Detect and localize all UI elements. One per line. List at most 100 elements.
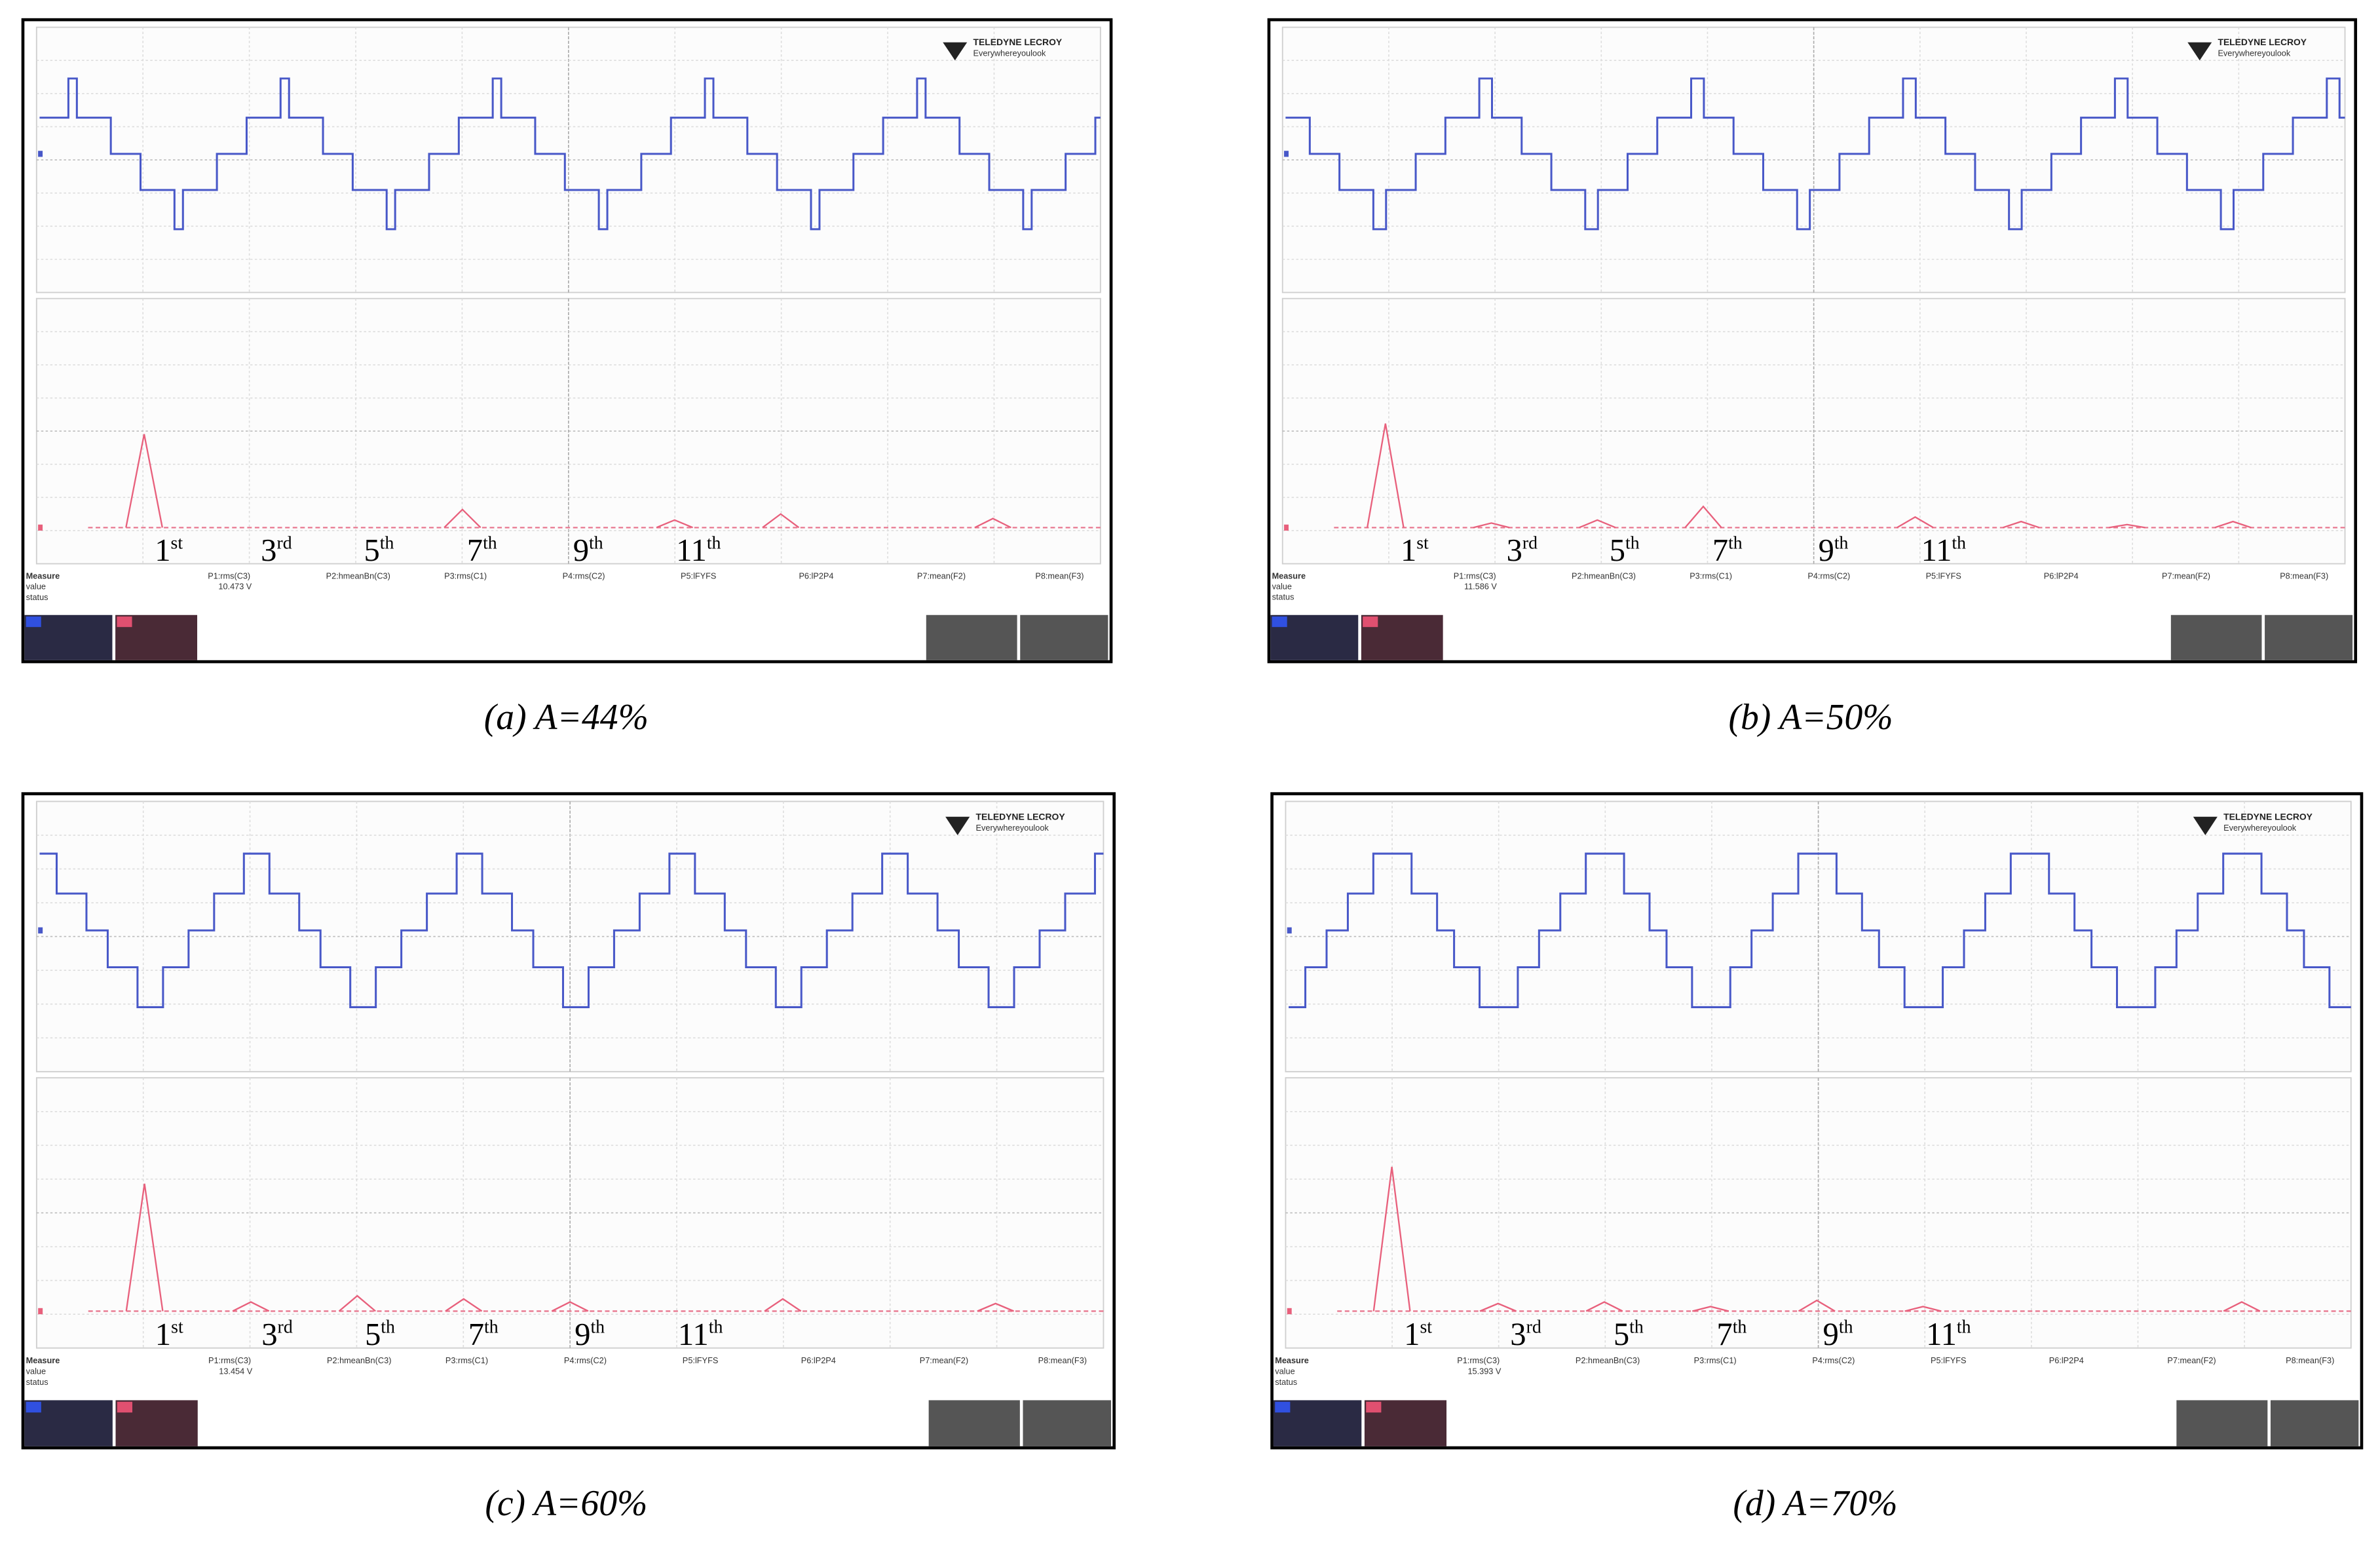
harmonic-label: 11th — [676, 533, 721, 568]
fundamental-spike — [1366, 423, 1405, 528]
brand-name: TELEDYNE LECROY — [2218, 37, 2307, 47]
harmonic-suffix: th — [1625, 533, 1640, 553]
harmonic-label: 1st — [1404, 1316, 1432, 1352]
param-label: P2:hmeanBn(C3) — [1572, 572, 1636, 581]
brand-tagline: Everywhereyoulook — [976, 823, 1049, 833]
harmonic-number: 9 — [1823, 1316, 1839, 1352]
harmonic-spike — [1684, 505, 1722, 529]
harmonic-label: 7th — [467, 533, 497, 568]
value-label: value — [1272, 582, 1292, 592]
harmonic-suffix: th — [380, 533, 394, 553]
harmonic-suffix: st — [171, 533, 183, 553]
value-label: value — [1275, 1367, 1294, 1376]
channel-tag — [1272, 616, 1287, 628]
math-tag — [117, 1401, 133, 1413]
harmonic-spike — [2214, 520, 2252, 529]
param-label: P4:rms(C2) — [563, 572, 605, 581]
harmonic-spike — [2003, 520, 2040, 529]
param-label: P5:lFYFS — [683, 1355, 719, 1365]
param-label: P8:mean(F3) — [2280, 572, 2328, 581]
caption: (b) A=50% — [1728, 697, 1893, 738]
harmonic-number: 7 — [1716, 1316, 1732, 1352]
value-label: value — [26, 1367, 46, 1376]
status-label: status — [1272, 593, 1294, 602]
brand-tagline: Everywhereyoulook — [2223, 823, 2297, 833]
param-label: P3:rms(C1) — [444, 572, 487, 581]
harmonic-spike — [1585, 1301, 1623, 1312]
param-label: P1:rms(C3) — [1457, 1355, 1500, 1365]
harmonic-spike — [1904, 1306, 1942, 1312]
trigger-box — [1023, 1400, 1112, 1446]
harmonic-number: 5 — [1610, 533, 1625, 568]
caption: (d) A=70% — [1733, 1483, 1897, 1524]
harmonic-number: 9 — [573, 533, 589, 568]
timebase-box — [928, 1400, 1020, 1446]
harmonic-number: 11 — [678, 1316, 709, 1352]
harmonic-spike — [444, 508, 482, 529]
harmonic-suffix: rd — [1526, 1317, 1541, 1337]
harmonic-suffix: th — [709, 1317, 723, 1337]
brand-logo — [2187, 42, 2212, 61]
param-label: P6:lP2P4 — [799, 572, 833, 581]
harmonic-label: 7th — [468, 1316, 499, 1352]
harmonic-suffix: th — [483, 533, 497, 553]
harmonic-spike — [445, 1298, 483, 1312]
math-tag — [1363, 616, 1378, 628]
harmonic-spike — [1692, 1306, 1729, 1312]
voltage-trace — [1285, 77, 2345, 231]
harmonic-spike — [2223, 1301, 2261, 1312]
channel-marker — [38, 151, 43, 157]
brand-tagline: Everywhereyoulook — [973, 48, 1047, 58]
harmonic-spike — [656, 519, 693, 529]
channel-tag — [26, 616, 41, 628]
param-label: P4:rms(C2) — [564, 1355, 607, 1365]
harmonic-number: 7 — [468, 1316, 484, 1352]
harmonic-spike — [2108, 523, 2145, 529]
param-label: P3:rms(C1) — [1694, 1355, 1737, 1365]
harmonic-spike — [1798, 1299, 1836, 1312]
harmonic-label: 3rd — [261, 1316, 293, 1352]
harmonic-suffix: rd — [278, 1317, 293, 1337]
voltage-trace — [1289, 852, 2351, 1008]
harmonic-number: 3 — [261, 1316, 277, 1352]
fundamental-spike — [125, 1183, 164, 1312]
harmonic-suffix: st — [1420, 1317, 1432, 1337]
measure-label: Measure — [26, 572, 60, 581]
harmonic-suffix: rd — [1522, 533, 1538, 553]
harmonic-spike — [762, 513, 800, 529]
channel-marker — [1284, 151, 1289, 157]
harmonic-spike — [1473, 522, 1510, 529]
channel-tag — [1275, 1401, 1291, 1413]
harmonic-number: 1 — [155, 533, 170, 568]
harmonic-label: 11th — [1921, 533, 1966, 568]
harmonic-label: 1st — [155, 1316, 183, 1352]
param-label: P1:rms(C3) — [208, 572, 250, 581]
harmonic-label: 1st — [1401, 533, 1429, 568]
harmonic-number: 7 — [1712, 533, 1728, 568]
harmonic-label: 9th — [575, 1316, 605, 1352]
harmonic-number: 9 — [575, 1316, 590, 1352]
voltage-trace — [39, 852, 1104, 1008]
param-label: P5:lFYFS — [681, 572, 716, 581]
param-label: P4:rms(C2) — [1807, 572, 1850, 581]
harmonic-suffix: th — [1629, 1317, 1644, 1337]
harmonic-suffix: th — [1834, 533, 1849, 553]
channel-marker — [1287, 927, 1292, 934]
harmonic-label: 7th — [1712, 533, 1743, 568]
voltage-trace — [39, 77, 1101, 231]
harmonic-suffix: th — [484, 1317, 499, 1337]
timebase-box — [2170, 614, 2262, 660]
harmonic-spike — [232, 1301, 270, 1312]
harmonic-suffix: th — [1733, 1317, 1747, 1337]
math-tag — [1366, 1401, 1382, 1413]
caption: (a) A=44% — [484, 697, 649, 738]
param-label: P8:mean(F3) — [2286, 1355, 2334, 1365]
param-label: P4:rms(C2) — [1812, 1355, 1855, 1365]
harmonic-number: 3 — [261, 533, 276, 568]
harmonic-number: 1 — [1404, 1316, 1420, 1352]
